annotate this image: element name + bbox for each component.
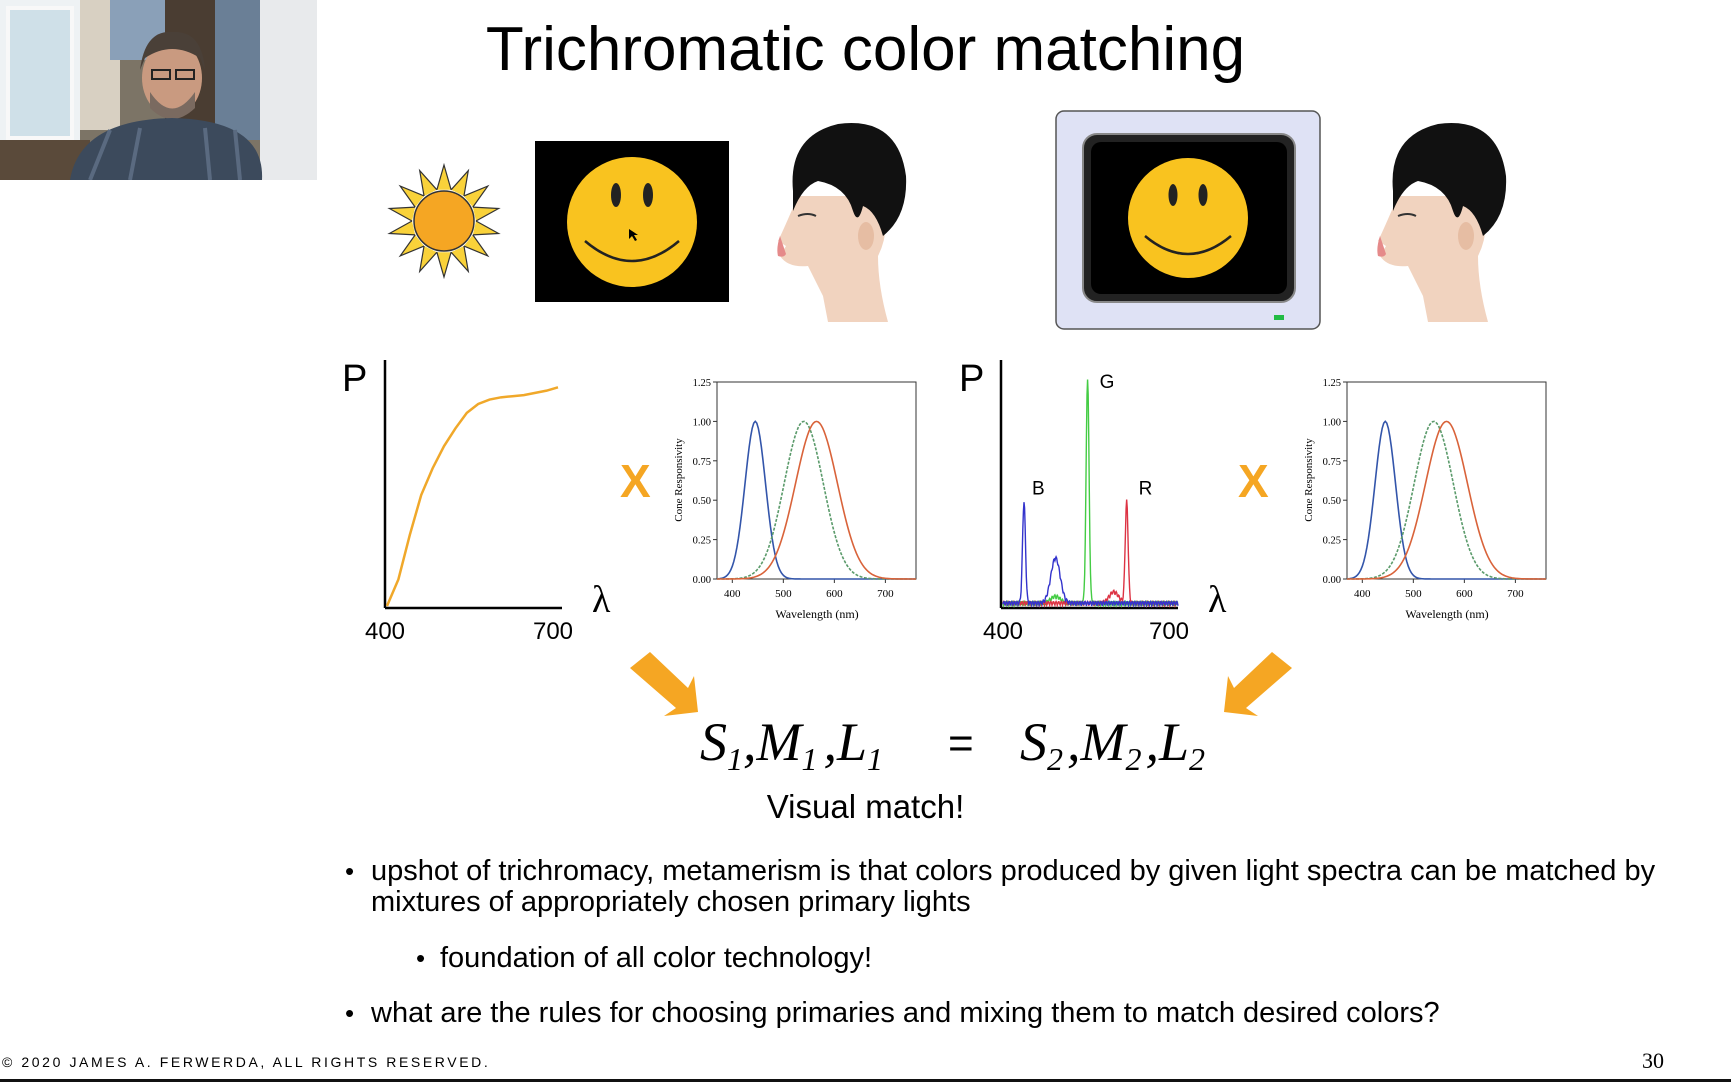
l-cone-curve <box>1346 420 1547 580</box>
m-cone-curve <box>1346 420 1546 580</box>
arrow-icon <box>1224 652 1292 716</box>
x-tick-label: 700 <box>877 588 894 600</box>
sun-icon <box>387 163 501 279</box>
bullet-marker: • <box>345 856 355 886</box>
slide-title: Trichromatic color matching <box>485 15 1246 84</box>
x-axis-label: Wavelength (nm) <box>775 607 858 621</box>
multiply-symbol: X <box>1238 455 1269 507</box>
y-axis-label: P <box>342 358 367 400</box>
y-tick-label: 0.00 <box>1323 575 1341 586</box>
sunlight-spectrum-chart: P λ 400 700 <box>342 358 611 645</box>
x-axis-label: λ <box>1208 579 1227 621</box>
y-axis-label: Cone Responsivity <box>673 438 685 522</box>
webcam-presenter <box>0 0 317 180</box>
x-tick-label: 400 <box>1354 588 1371 600</box>
copyright-notice: © 2020 JAMES A. FERWERDA, ALL RIGHTS RES… <box>2 1054 491 1070</box>
bullet-marker: • <box>345 998 355 1028</box>
tick-label: 400 <box>983 618 1023 645</box>
y-tick-label: 0.75 <box>1323 457 1341 468</box>
bullet-text: what are the rules for choosing primarie… <box>371 997 1440 1029</box>
series-label-r: R <box>1139 478 1153 499</box>
y-tick-label: 0.25 <box>1323 536 1341 547</box>
m-cone-curve <box>716 420 916 580</box>
y-tick-label: 0.00 <box>693 575 711 586</box>
bullet-text: upshot of trichromacy, metamerism is tha… <box>371 855 1656 918</box>
equation: S1,M1 ,L1 = S2,M2,L2 <box>700 712 1205 777</box>
multiply-symbol: X <box>620 455 651 507</box>
tick-label: 400 <box>365 618 405 645</box>
y-tick-label: 1.00 <box>693 417 711 428</box>
y-tick-label: 1.25 <box>693 378 711 389</box>
x-tick-label: 500 <box>1405 588 1422 600</box>
y-tick-label: 1.00 <box>1323 417 1341 428</box>
y-tick-label: 0.50 <box>1323 496 1341 507</box>
bottom-divider <box>0 1079 1731 1082</box>
y-tick-label: 0.50 <box>693 496 711 507</box>
bullet-text: foundation of all color technology! <box>440 942 873 974</box>
y-tick-label: 0.25 <box>693 536 711 547</box>
x-tick-label: 400 <box>724 588 741 600</box>
tick-label: 700 <box>1149 618 1189 645</box>
x-tick-label: 500 <box>775 588 792 600</box>
equals-sign: = <box>948 719 974 768</box>
equation-right: S2,M2,L2 <box>1020 712 1205 777</box>
cone-responsivity-chart: 400 500 600 700 0.00 0.25 0.50 0.75 1.00 1.25 Wav… <box>673 378 917 621</box>
x-tick-label: 700 <box>1507 588 1524 600</box>
bullet-marker: • <box>416 943 426 973</box>
y-tick-label: 0.75 <box>693 457 711 468</box>
y-axis-label: Cone Responsivity <box>1303 438 1315 522</box>
x-axis-label: Wavelength (nm) <box>1405 607 1488 621</box>
human-head-profile-icon <box>777 123 907 322</box>
visual-match-caption: Visual match! <box>766 788 965 825</box>
series-label-g: G <box>1100 372 1115 393</box>
arrow-icon <box>630 652 698 716</box>
page-number: 30 <box>1642 1048 1664 1073</box>
crt-monitor-icon <box>1055 110 1321 330</box>
x-tick-label: 600 <box>826 588 843 600</box>
s-cone-curve <box>1346 420 1546 580</box>
l-cone-curve <box>716 420 917 580</box>
equation-left: S1,M1 ,L1 <box>700 712 883 777</box>
sunlight-series-line <box>385 386 559 607</box>
smiley-face-icon <box>535 141 729 302</box>
cone-responsivity-chart: 400 500 600 700 0.00 0.25 0.50 0.75 1.00 1.25 Wav… <box>1303 378 1547 621</box>
y-axis-label: P <box>959 358 984 400</box>
tick-label: 700 <box>533 618 573 645</box>
y-tick-label: 1.25 <box>1323 378 1341 389</box>
sun-ray <box>387 163 501 279</box>
x-axis-label: λ <box>592 579 611 621</box>
series-b-line <box>1002 502 1179 609</box>
series-label-b: B <box>1032 478 1045 499</box>
plot-frame <box>1346 381 1547 580</box>
human-head-profile-icon <box>1377 123 1507 322</box>
s-cone-curve <box>716 420 916 580</box>
monitor-spectrum-chart: P λ 400 700 G R B <box>959 358 1227 645</box>
plot-frame <box>716 381 917 580</box>
x-tick-label: 600 <box>1456 588 1473 600</box>
